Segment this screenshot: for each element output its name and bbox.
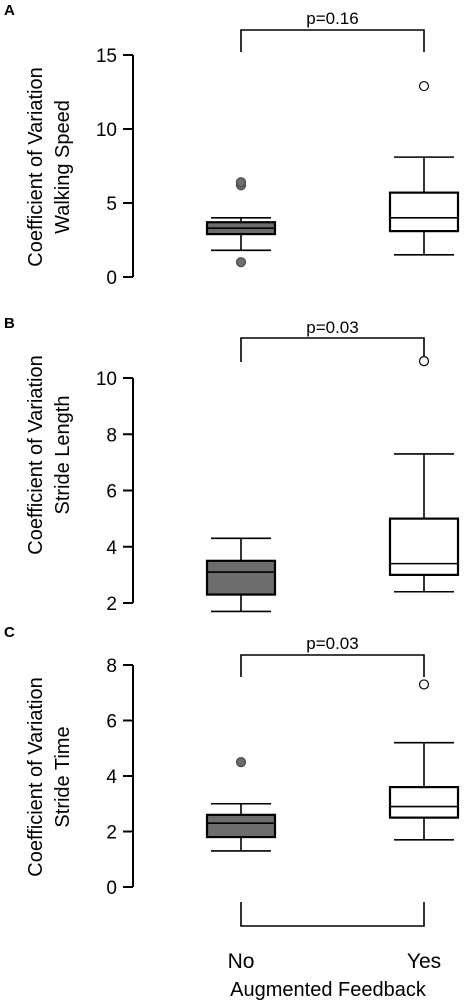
panel-c-p-value: p=0.03: [306, 634, 358, 653]
panel-a-p-value: p=0.16: [306, 9, 358, 28]
panel-c-ytick-label-0: 0: [106, 878, 117, 899]
x-category-label-yes: Yes: [407, 950, 441, 973]
panel-a-ytick-label-3: 15: [96, 46, 117, 67]
panel-c-ylabel-line-0: Coefficient of Variation: [25, 677, 47, 876]
panel-b-ytick-label-3: 8: [106, 425, 117, 446]
panel-c-no-outlier-0: [235, 757, 247, 768]
panel-a-label: A: [4, 2, 15, 19]
panel-c-label: C: [4, 624, 15, 641]
panel-c-ytick-label-3: 6: [106, 712, 117, 733]
x-axis-label: Augmented Feedback: [230, 979, 427, 1000]
panel-a-no-outlier-2: [235, 257, 247, 268]
panel-b-yes-box: [388, 517, 460, 576]
panel-b-ylabel-line-0: Coefficient of Variation: [25, 355, 47, 554]
panel-a-yes-outlier-0: [418, 80, 430, 92]
panel-b-p-value: p=0.03: [306, 318, 358, 337]
panel-a-ylabel-line-0: Coefficient of Variation: [25, 67, 47, 266]
panel-c-ytick-label-1: 2: [106, 823, 117, 844]
panel-a-yes-box: [388, 191, 460, 233]
panel-b-ytick-label-0: 2: [106, 594, 117, 615]
panel-a-ytick-label-2: 10: [96, 120, 117, 141]
panel-b-no-box: [205, 559, 277, 596]
panel-a-ylabel-line-1: Walking Speed: [52, 100, 74, 234]
panel-a-ytick-label-0: 0: [106, 268, 117, 289]
panel-c-yes-outlier-0: [418, 679, 430, 690]
panel-c-ytick-label-2: 4: [106, 767, 117, 788]
panel-c-ylabel-line-1: Stride Time: [52, 726, 74, 827]
panel-b-significance-bracket: [240, 337, 425, 362]
panel-b-ytick-label-2: 6: [106, 482, 117, 503]
panel-a-significance-bracket: [240, 29, 425, 52]
panel-a-no-outlier-1: [235, 177, 247, 188]
panel-c-yes-box: [388, 785, 460, 819]
panel-b-label: B: [4, 315, 15, 332]
panel-a-ytick-label-1: 5: [106, 194, 117, 215]
panel-b-yes-outlier-0: [418, 356, 430, 367]
x-group-bracket: [240, 902, 425, 927]
panel-c-significance-bracket: [240, 654, 425, 677]
panel-b-ytick-label-1: 4: [106, 538, 117, 559]
panel-b-ytick-label-4: 10: [96, 369, 117, 390]
panel-c-ytick-label-4: 8: [106, 656, 117, 677]
x-category-label-no: No: [228, 950, 255, 973]
panel-b-ylabel-line-1: Stride Length: [52, 396, 74, 515]
panel-c-no-box: [205, 813, 277, 839]
